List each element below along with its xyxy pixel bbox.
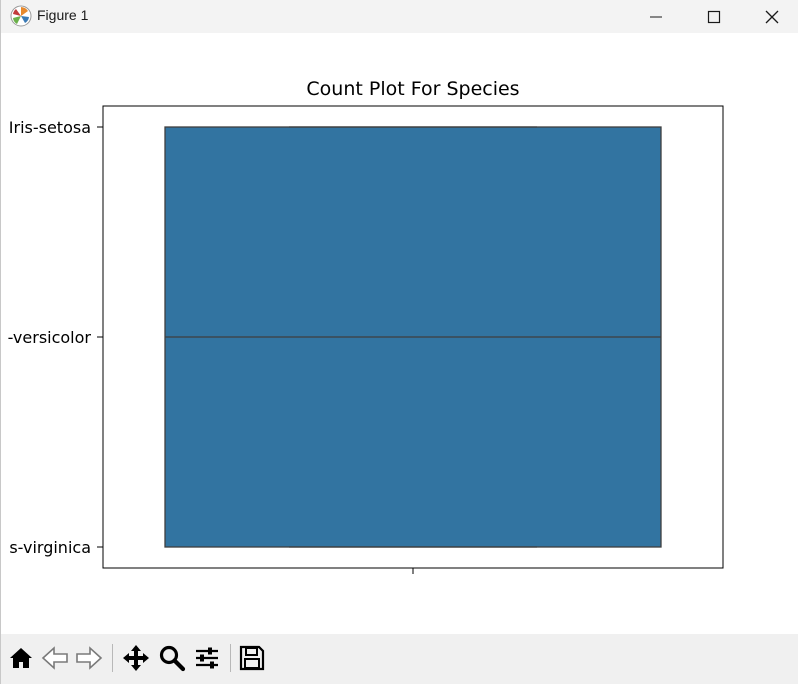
maximize-button[interactable] [685, 0, 743, 33]
pan-icon [123, 645, 149, 671]
zoom-icon [159, 645, 186, 672]
zoom-button[interactable] [156, 642, 188, 674]
configure-subplots-icon [196, 647, 218, 669]
figure-canvas[interactable]: Count Plot For Species Iris-setosa -versi… [1, 33, 798, 634]
close-button[interactable] [743, 0, 798, 33]
close-icon [765, 10, 779, 23]
forward-button[interactable] [73, 642, 105, 674]
minimize-button[interactable] [627, 0, 685, 33]
title-bar[interactable]: Figure 1 [1, 0, 798, 33]
y-tick-label: Iris-setosa [9, 118, 91, 137]
maximize-icon [707, 10, 721, 23]
chart-svg: Count Plot For Species Iris-setosa -versi… [8, 78, 724, 574]
y-axis-ticks: Iris-setosa -versicolor s-virginica [8, 118, 103, 557]
y-tick-label: s-virginica [9, 538, 91, 557]
navigation-toolbar [1, 634, 798, 684]
toolbar-separator [230, 644, 231, 672]
forward-arrow-icon [76, 646, 103, 670]
configure-subplots-button[interactable] [191, 642, 223, 674]
save-button[interactable] [236, 642, 268, 674]
matplotlib-logo-icon [10, 5, 32, 27]
toolbar-separator [112, 644, 113, 672]
home-icon [10, 648, 32, 668]
y-tick-label: -versicolor [8, 328, 92, 347]
minimize-icon [650, 16, 662, 17]
pan-button[interactable] [120, 642, 152, 674]
back-button[interactable] [39, 642, 71, 674]
chart-title: Count Plot For Species [306, 78, 519, 100]
window-title: Figure 1 [37, 7, 89, 23]
back-arrow-icon [41, 646, 68, 670]
save-icon [239, 645, 265, 671]
home-button[interactable] [5, 642, 37, 674]
